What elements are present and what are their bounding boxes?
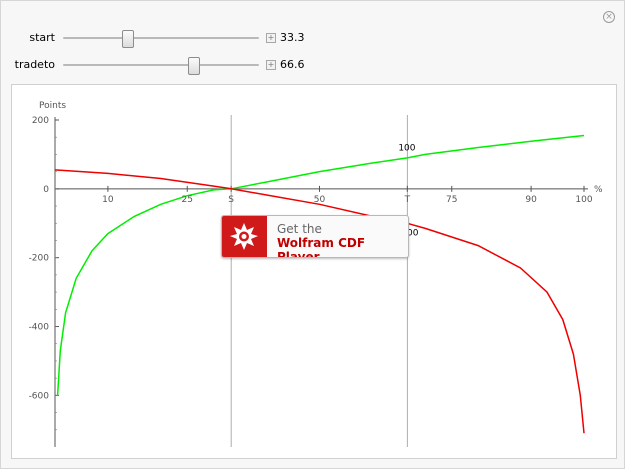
chart-grid xyxy=(230,115,408,447)
annotation-label: 100 xyxy=(401,228,418,238)
x-tick-label: 75 xyxy=(446,195,457,205)
y-tick-label: 0 xyxy=(43,185,49,195)
tradeto-slider[interactable] xyxy=(63,57,259,75)
x-axis-label: % xyxy=(594,185,603,195)
y-tick-label: -600 xyxy=(29,391,50,401)
x-tick-label: T xyxy=(404,195,411,205)
cdf-badge-line2: Wolfram CDF Player xyxy=(277,236,366,258)
tradeto-slider-thumb[interactable] xyxy=(187,57,200,75)
x-tick-label: 100 xyxy=(575,195,592,205)
chart-axes xyxy=(54,117,588,447)
close-circle-icon[interactable]: × xyxy=(603,11,615,23)
series-line-0 xyxy=(56,134,585,396)
x-tick-label: 90 xyxy=(525,195,537,205)
chart-labels: 10 25 S 50 T 75 90 100% 200 0 -200 -400 -600 Points 10… xyxy=(29,101,603,401)
plus-square-icon[interactable]: + xyxy=(266,60,276,70)
start-control-row: start + 33.3 xyxy=(1,28,627,48)
series-line-1 xyxy=(54,169,585,434)
cdf-badge-line1: Get the xyxy=(277,222,322,236)
y-axis-label: Points xyxy=(39,101,66,111)
tradeto-label: tradeto xyxy=(14,58,55,71)
tradeto-control-row: tradeto + 66.6 xyxy=(1,55,627,75)
x-tick-label: S xyxy=(228,195,234,205)
chart-ticks xyxy=(55,119,585,431)
x-tick-label: 10 xyxy=(102,195,114,205)
plus-square-icon[interactable]: + xyxy=(266,33,276,43)
tradeto-value: 66.6 xyxy=(280,58,305,71)
y-tick-label: 200 xyxy=(32,116,49,126)
y-tick-label: -200 xyxy=(29,254,50,264)
points-chart: 10 25 S 50 T 75 90 100% 200 0 -200 -400 -600 Points 10… xyxy=(29,101,603,447)
start-slider[interactable] xyxy=(63,30,259,48)
x-tick-label: 25 xyxy=(182,195,193,205)
y-tick-label: -400 xyxy=(29,323,50,333)
start-slider-thumb[interactable] xyxy=(122,30,135,48)
plot-area: 10 25 S 50 T 75 90 100% 200 0 -200 -400 -600 Points 10… xyxy=(11,84,617,459)
x-tick-label: 50 xyxy=(314,195,326,205)
start-label: start xyxy=(29,31,55,44)
start-value: 33.3 xyxy=(280,31,305,44)
annotation-label: 100 xyxy=(398,143,415,153)
cdf-player-badge[interactable]: Get the Wolfram CDF Player xyxy=(221,215,409,258)
wolfram-spikey-icon xyxy=(222,216,267,257)
chart-curves xyxy=(54,134,585,434)
